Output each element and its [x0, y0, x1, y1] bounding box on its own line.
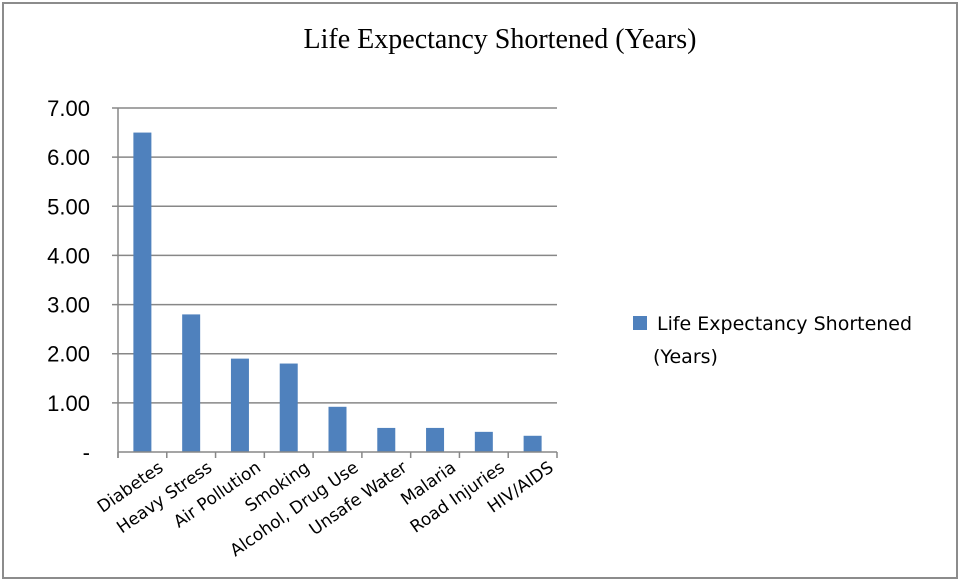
- y-axis-ticks: - 1.00 2.00 3.00 4.00 5.00 6.00 7.00: [47, 96, 90, 465]
- y-tick-label: -: [83, 440, 90, 465]
- bar: [230, 358, 249, 452]
- y-tick-label: 3.00: [47, 293, 90, 318]
- legend-swatch: [633, 316, 647, 330]
- x-axis: [117, 108, 558, 458]
- bar: [182, 314, 201, 452]
- y-tick-label: 5.00: [47, 194, 90, 219]
- legend-label-line-1: Life Expectancy Shortened: [657, 313, 912, 335]
- bars: [133, 132, 542, 453]
- bar: [523, 435, 542, 452]
- legend: Life Expectancy Shortened (Years): [633, 313, 912, 368]
- y-tick-label: 6.00: [47, 145, 90, 170]
- bar: [474, 431, 493, 452]
- y-tick-label: 2.00: [47, 342, 90, 367]
- y-tick-label: 4.00: [47, 243, 90, 268]
- bar: [426, 427, 445, 452]
- bar: [279, 363, 298, 452]
- legend-label-line-2: (Years): [653, 346, 718, 368]
- y-tick-label: 7.00: [47, 96, 90, 121]
- gridlines: [112, 107, 557, 404]
- y-tick-label: 1.00: [47, 391, 90, 416]
- bar: [328, 406, 347, 452]
- bar: [133, 132, 152, 453]
- bar: [377, 427, 396, 452]
- chart-title: Life Expectancy Shortened (Years): [304, 24, 697, 55]
